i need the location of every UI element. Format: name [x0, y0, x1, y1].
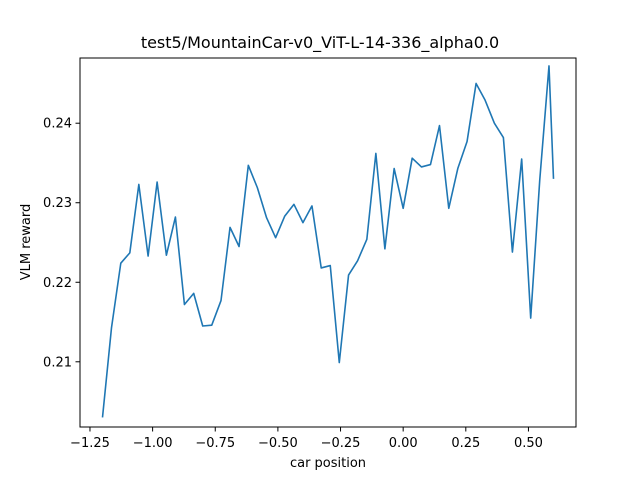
y-tick-label: 0.23 — [43, 196, 72, 211]
axes-frame — [79, 57, 577, 428]
x-tick-label: −1.00 — [133, 436, 173, 451]
x-tick-label: −0.75 — [195, 436, 235, 451]
y-axis-label: VLM reward — [19, 204, 34, 281]
y-tick-label: 0.21 — [43, 355, 72, 370]
x-tick-label: −1.25 — [70, 436, 110, 451]
x-tick-label: −0.50 — [258, 436, 298, 451]
chart-title: test5/MountainCar-v0_ViT-L-14-336_alpha0… — [141, 33, 499, 53]
y-tick-label: 0.22 — [43, 276, 72, 291]
plot-frame — [79, 57, 577, 428]
x-tick-label: 0.50 — [514, 436, 543, 451]
y-tick-label: 0.24 — [43, 117, 72, 132]
y-axis-ticks: 0.21 0.22 0.23 0.24 — [43, 117, 80, 370]
x-tick-label: 0.25 — [451, 436, 480, 451]
series-layer — [101, 65, 555, 418]
series-line-0 — [101, 65, 555, 418]
x-axis-ticks: −1.25 −1.00 −0.75 −0.50 −0.25 0.00 0.25 0.50 — [70, 427, 543, 451]
x-tick-label: −0.25 — [321, 436, 361, 451]
x-axis-label: car position — [290, 456, 366, 471]
x-tick-label: 0.00 — [389, 436, 418, 451]
